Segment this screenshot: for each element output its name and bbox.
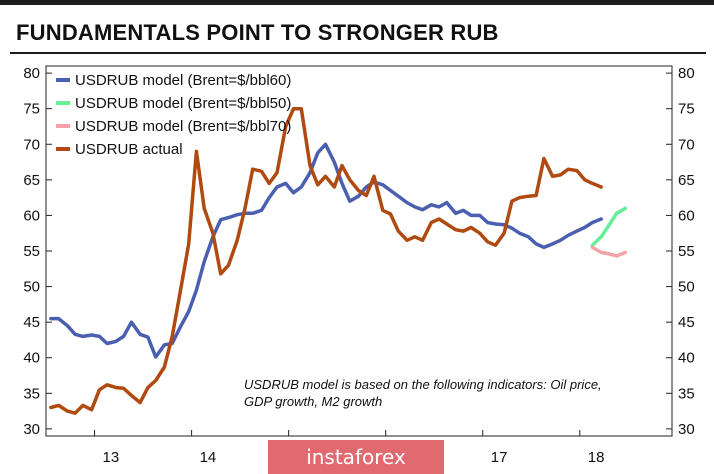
series-line-0 (49, 142, 603, 359)
y-tick-label-left-75: 75 (23, 101, 40, 118)
watermark-logo: instaforex (268, 440, 444, 474)
legend-label-0: USDRUB model (Brent=$/bbl60) (75, 72, 291, 89)
y-tick-label-right-35: 35 (678, 385, 695, 402)
legend-label-1: USDRUB model (Brent=$/bbl50) (75, 95, 291, 112)
series-line-2 (590, 245, 628, 258)
y-tick-label-right-40: 40 (678, 350, 695, 367)
series-layer (49, 106, 628, 415)
y-tick-label-left-70: 70 (23, 136, 40, 153)
y-tick-label-left-50: 50 (23, 279, 40, 296)
chart-title: FUNDAMENTALS POINT TO STRONGER RUB (16, 20, 499, 45)
y-tick-label-left-45: 45 (23, 314, 40, 331)
y-tick-label-right-75: 75 (678, 101, 695, 118)
y-tick-label-right-30: 30 (678, 421, 695, 438)
y-axis-right: 30 35 40 45 50 55 60 65 70 75 80 (666, 65, 695, 438)
y-tick-label-right-50: 50 (678, 279, 695, 296)
model-note-line-2: GDP growth, M2 growth (244, 394, 382, 409)
y-tick-label-left-55: 55 (23, 243, 40, 260)
y-tick-label-right-45: 45 (678, 314, 695, 331)
x-tick-label-2013: 13 (103, 449, 120, 466)
legend-label-3: USDRUB actual (75, 141, 183, 158)
y-tick-label-left-35: 35 (23, 385, 40, 402)
y-tick-label-right-70: 70 (678, 136, 695, 153)
x-tick-label-2014: 14 (200, 449, 217, 466)
y-tick-label-right-80: 80 (678, 65, 695, 82)
x-tick-label-2018: 18 (588, 449, 605, 466)
y-axis-left: 30 35 40 45 50 55 60 65 70 75 80 (23, 65, 52, 438)
y-tick-label-left-60: 60 (23, 207, 40, 224)
y-tick-label-right-60: 60 (678, 207, 695, 224)
y-tick-label-right-55: 55 (678, 243, 695, 260)
top-rule (0, 0, 714, 5)
series-line-3 (49, 106, 603, 415)
y-tick-label-left-65: 65 (23, 172, 40, 189)
legend: USDRUB model (Brent=$/bbl60) USDRUB model… (56, 72, 291, 158)
model-note-line-1: USDRUB model is based on the following i… (244, 377, 602, 392)
x-tick-label-2017: 17 (491, 449, 508, 466)
x-axis: 13 14 17 18 (94, 430, 605, 466)
y-tick-label-left-80: 80 (23, 65, 40, 82)
legend-label-2: USDRUB model (Brent=$/bbl70) (75, 118, 291, 135)
series-line-1 (590, 206, 628, 248)
y-tick-label-left-30: 30 (23, 421, 40, 438)
y-tick-label-right-65: 65 (678, 172, 695, 189)
y-tick-label-left-40: 40 (23, 350, 40, 367)
title-underline (10, 52, 706, 54)
